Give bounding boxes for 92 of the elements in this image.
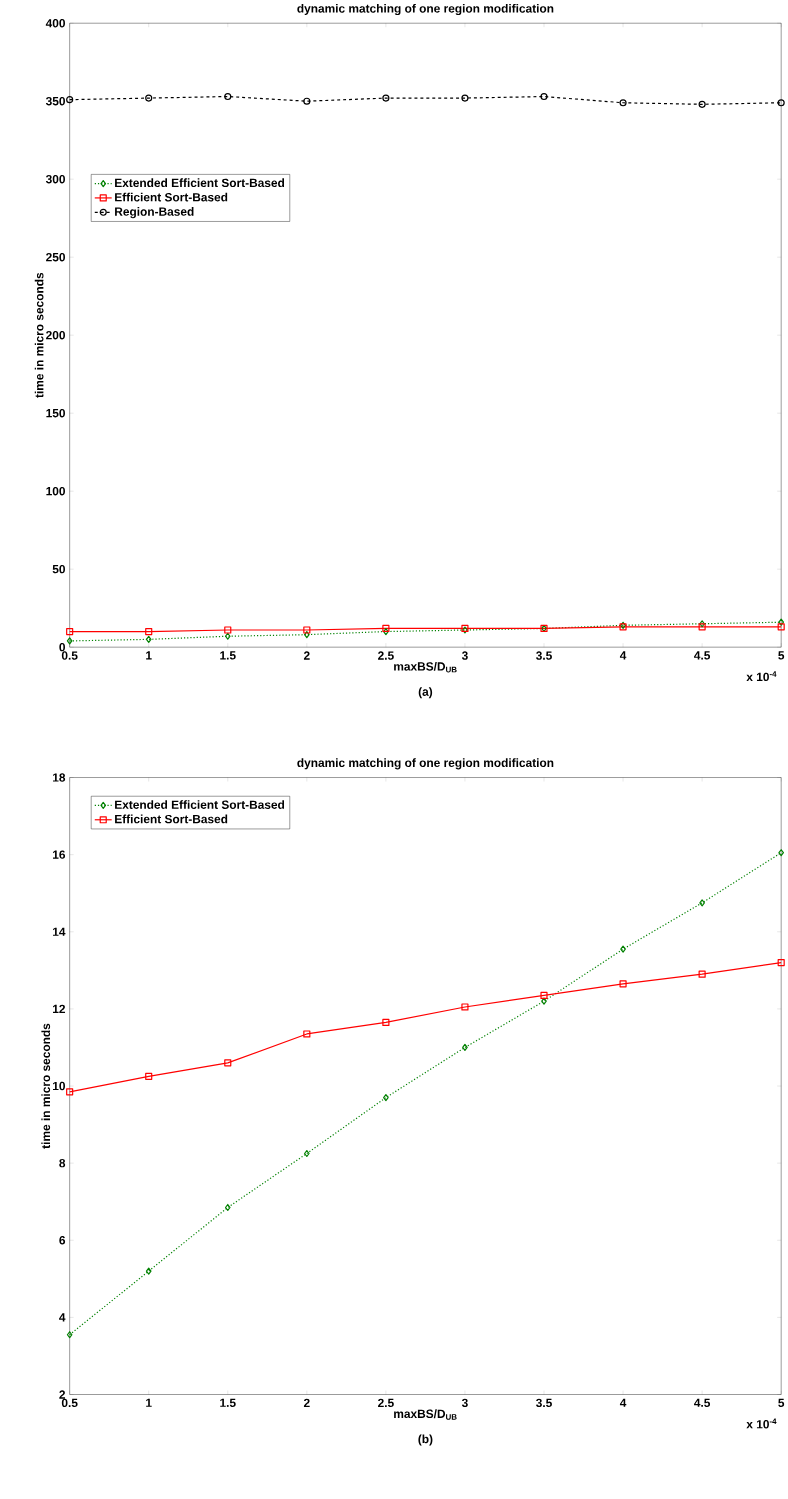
legend-label: Efficient Sort-Based	[114, 192, 227, 202]
x-tick-label: 4.5	[693, 651, 710, 660]
y-tick-label: 150	[46, 408, 65, 418]
point	[66, 1331, 73, 1339]
point	[382, 624, 390, 633]
point	[382, 1018, 390, 1026]
x-tick-label: 5	[778, 1398, 784, 1407]
point	[145, 1267, 152, 1275]
y-tick-label: 4	[58, 1313, 66, 1322]
point	[144, 94, 153, 102]
point	[224, 632, 231, 640]
x-tick-label: 1	[145, 651, 152, 660]
point	[223, 92, 232, 101]
x-tick-label: 0.5	[61, 1398, 78, 1408]
y-tick-label: 400	[45, 19, 65, 28]
x-tick-label: 0.5	[61, 651, 78, 660]
point	[65, 96, 74, 104]
y-tick-label: 300	[45, 174, 65, 184]
y-tick-label: 0	[59, 642, 65, 652]
point	[224, 1203, 231, 1212]
y-axis-title: time in micro seconds	[41, 1023, 50, 1149]
x-tick-label: 2.5	[377, 651, 394, 660]
point	[461, 94, 469, 102]
x-axis-title: maxBS/D$_{UB}$	[393, 661, 457, 673]
chart-title: dynamic matching of one region modification	[297, 758, 554, 770]
y-tick-label: 10	[52, 1081, 65, 1091]
point	[303, 626, 311, 634]
legend-label: Extended Efficient Sort-Based	[114, 178, 284, 188]
x-tick-label: 4	[619, 1398, 627, 1407]
text: (b)	[418, 1434, 433, 1446]
text: (a)	[418, 687, 432, 699]
point	[382, 94, 390, 102]
point	[65, 627, 74, 636]
point	[619, 980, 627, 988]
point	[777, 623, 785, 631]
point	[540, 92, 548, 101]
x-tick-label: 2	[303, 651, 310, 660]
y-tick-label: 6	[59, 1236, 65, 1245]
point	[144, 1072, 153, 1080]
x-tick-label: 1.5	[220, 651, 236, 660]
y-axis-title: time in micro seconds	[34, 272, 44, 398]
text: x 10$^{-4}$	[746, 671, 777, 682]
point	[777, 99, 785, 107]
y-tick-label: 250	[45, 252, 65, 262]
x-axis-title: maxBS/D$_{UB}$	[393, 1409, 457, 1420]
x-tick-label: 1	[145, 1398, 152, 1407]
point	[777, 959, 785, 967]
point	[66, 637, 73, 645]
point	[145, 635, 152, 643]
point	[223, 626, 232, 634]
point	[223, 1059, 232, 1067]
y-tick-label: 14	[52, 927, 66, 936]
point	[303, 1030, 311, 1038]
y-tick-label: 16	[52, 850, 65, 859]
y-tick-label: 350	[45, 96, 65, 106]
x-tick-label: 5	[778, 651, 784, 660]
y-tick-label: 50	[52, 564, 65, 574]
point	[303, 97, 311, 105]
legend-label: Extended Efficient Sort-Based	[114, 800, 284, 809]
legend-label: Efficient Sort-Based	[114, 814, 227, 824]
point	[698, 970, 706, 978]
x-tick-label: 1.5	[220, 1398, 236, 1407]
y-tick-label: 200	[45, 330, 65, 340]
x-tick-label: 3.5	[535, 1398, 552, 1408]
point	[619, 99, 627, 107]
y-tick-label: 12	[52, 1004, 65, 1014]
point	[382, 1094, 389, 1102]
x-tick-label: 3.5	[535, 651, 552, 660]
legend-label: Region-Based	[114, 207, 194, 219]
y-tick-label: 8	[59, 1158, 65, 1168]
x-tick-label: 2	[303, 1398, 310, 1407]
point	[303, 1149, 310, 1158]
chart-title: dynamic matching of one region modification	[297, 3, 554, 16]
point	[698, 100, 706, 108]
point	[461, 1043, 468, 1052]
x-tick-label: 4	[619, 651, 627, 660]
x-tick-label: 3	[461, 651, 468, 660]
point	[65, 1088, 74, 1096]
text: x 10$^{-4}$	[746, 1418, 777, 1429]
x-tick-label: 3	[461, 1398, 468, 1408]
point	[461, 1003, 469, 1011]
point	[144, 627, 153, 636]
x-tick-label: 4.5	[693, 1398, 710, 1407]
point	[540, 991, 548, 999]
x-tick-label: 2.5	[377, 1398, 394, 1408]
y-tick-label: 2	[59, 1390, 65, 1399]
y-tick-label: 18	[52, 773, 65, 782]
point	[620, 945, 626, 953]
point	[540, 997, 547, 1005]
point	[778, 849, 784, 857]
y-tick-label: 100	[46, 486, 65, 496]
point	[699, 899, 705, 907]
